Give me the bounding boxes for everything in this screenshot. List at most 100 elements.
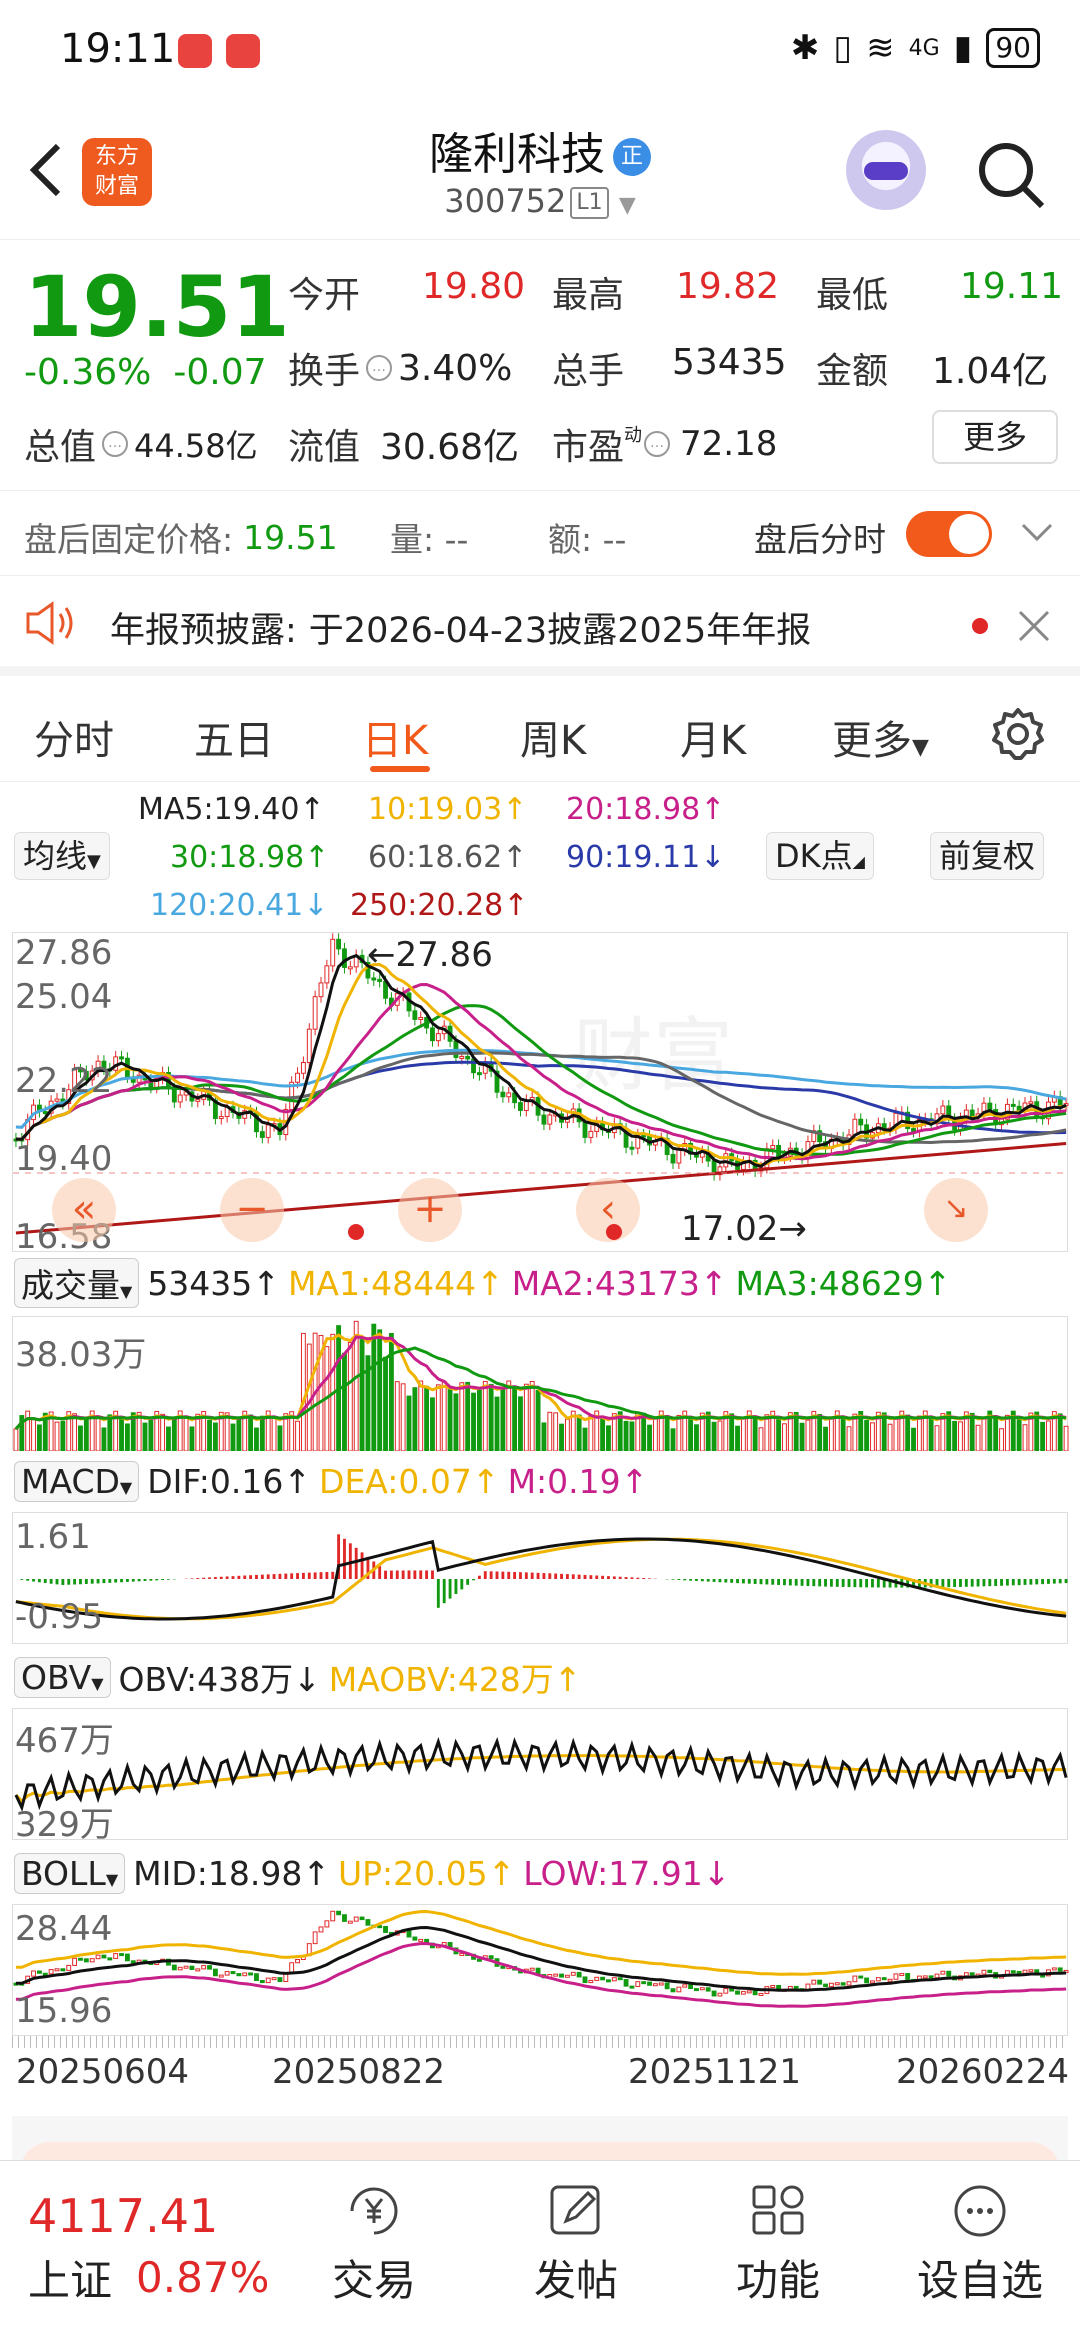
macd-bar <box>413 1570 417 1579</box>
macd-bar <box>689 1579 693 1581</box>
macd-bar <box>137 1579 141 1582</box>
candle-body <box>265 1124 271 1138</box>
boll-candle <box>688 1984 694 1990</box>
min-price-label: 17.02→ <box>681 1209 807 1249</box>
macd-bar <box>970 1579 974 1587</box>
tab-five-day[interactable]: 五日 <box>194 718 274 764</box>
notice-text: 于2026-04-23披露2025年年报 <box>308 611 812 651</box>
candle-body <box>1010 1103 1016 1107</box>
scroll-left-fast-button[interactable]: « <box>52 1178 116 1242</box>
obv-y-bottom: 329万 <box>15 1805 114 1845</box>
macd-chart[interactable]: 1.61 -0.95 <box>12 1512 1068 1644</box>
info-icon[interactable]: … <box>102 431 129 457</box>
candle-body <box>365 961 371 979</box>
ma250-label: 250:20.28↑ <box>350 888 529 923</box>
ma-selector[interactable]: 均线▼ <box>14 832 110 880</box>
tab-daily-k[interactable]: 日K <box>362 718 429 764</box>
boll-selector[interactable]: BOLL▼ <box>14 1852 126 1894</box>
boll-candle <box>60 1968 66 1972</box>
boll-candle <box>1010 1970 1016 1974</box>
notification-app-icon <box>226 34 260 68</box>
boll-candle <box>95 1954 101 1960</box>
ma120-label: 120:20.41↓ <box>150 888 329 923</box>
adjust-button[interactable]: 前复权 <box>930 832 1045 880</box>
ma30-label: 30:18.98↑ <box>170 840 330 875</box>
volume-bar <box>535 1389 541 1452</box>
back-chevron-icon[interactable] <box>26 140 66 200</box>
kline-chart[interactable]: 财富 27.86 25.04 22.22 19.40 16.58 ←27.86 … <box>12 932 1069 1257</box>
volume-bar <box>523 1383 529 1452</box>
info-icon[interactable]: … <box>644 431 671 457</box>
boll-candle <box>107 1957 113 1961</box>
nav-trade[interactable]: 交易 <box>294 2181 454 2308</box>
tab-weekly-k[interactable]: 周K <box>520 718 587 764</box>
event-marker-dot[interactable] <box>606 1224 622 1240</box>
obv-chart[interactable]: 467万 329万 <box>12 1708 1068 1845</box>
volume-selector[interactable]: 成交量▼ <box>14 1258 140 1308</box>
after-hours-toggle[interactable] <box>906 511 992 557</box>
macd-bar <box>982 1579 986 1587</box>
tab-timeshare[interactable]: 分时 <box>34 718 114 764</box>
boll-candle <box>78 1957 83 1961</box>
macd-bar <box>1017 1579 1021 1586</box>
boll-candle <box>1051 1967 1057 1971</box>
macd-dea: DEA:0.07↑ <box>319 1461 500 1501</box>
macd-selector[interactable]: MACD▼ <box>14 1460 140 1502</box>
macd-bar <box>477 1575 481 1579</box>
macd-legend: MACD▼ DIF:0.16↑ DEA:0.07↑ M:0.19↑ <box>14 1456 648 1506</box>
macd-bar <box>583 1574 587 1579</box>
candle-body <box>54 1098 60 1102</box>
tab-monthly-k[interactable]: 月K <box>680 718 747 764</box>
macd-bar <box>1058 1579 1062 1584</box>
obv-selector[interactable]: OBV▼ <box>14 1656 111 1698</box>
boll-candle <box>248 1972 254 1976</box>
macd-bar <box>571 1574 575 1579</box>
nav-post[interactable]: 发帖 <box>496 2181 656 2308</box>
boll-candle <box>295 1958 300 1964</box>
candle-body <box>259 1131 265 1138</box>
nav-add-watchlist[interactable]: 设自选 <box>900 2181 1060 2308</box>
scroll-end-button[interactable]: ↘ <box>924 1178 988 1242</box>
stock-code-row[interactable]: 300752 L1 ▼ <box>0 182 1080 220</box>
candle-body <box>101 1060 107 1070</box>
scroll-left-button[interactable]: ‹ <box>576 1178 640 1242</box>
tab-more[interactable]: 更多▼ <box>832 708 929 766</box>
zoom-in-button[interactable]: + <box>398 1178 462 1242</box>
macd-bar <box>454 1579 458 1594</box>
boll-low-line <box>15 1941 1067 2008</box>
boll-candle <box>858 1975 864 1979</box>
macd-bar <box>947 1579 951 1588</box>
nav-functions[interactable]: 功能 <box>698 2181 858 2308</box>
chevron-down-icon[interactable] <box>1020 521 1054 545</box>
macd-bar <box>501 1571 505 1579</box>
volume-bar <box>83 1417 89 1452</box>
dk-point-button[interactable]: DK点◢ <box>766 832 874 880</box>
volume-bar <box>717 1420 723 1452</box>
assistant-robot-icon[interactable] <box>846 130 926 210</box>
close-icon[interactable] <box>1016 608 1052 644</box>
ma250-line <box>15 1142 1067 1235</box>
boll-candle <box>359 1916 365 1921</box>
macd-bar <box>565 1574 569 1579</box>
settings-gear-icon[interactable] <box>990 706 1046 762</box>
pe-label: 市盈 <box>552 427 625 468</box>
macd-bar <box>859 1579 863 1588</box>
zoom-out-button[interactable]: − <box>220 1178 284 1242</box>
nav-add-watchlist-label: 设自选 <box>916 2256 1043 2305</box>
index-ticker[interactable]: 4117.41 上证 0.87% <box>28 2189 269 2308</box>
event-marker-dot[interactable] <box>348 1224 364 1240</box>
macd-bar <box>648 1578 651 1579</box>
boll-chart[interactable]: 28.44 15.96 <box>12 1904 1069 2036</box>
boll-candle <box>72 1957 78 1966</box>
macd-bar <box>290 1573 294 1579</box>
info-icon[interactable]: … <box>366 355 393 381</box>
price-change-row: -0.36% -0.07 <box>24 352 267 393</box>
volume-chart[interactable]: 38.03万 <box>12 1316 1069 1452</box>
search-icon[interactable] <box>976 140 1046 210</box>
volume-bar <box>735 1425 740 1452</box>
notice-bar[interactable]: 年报预披露: 于2026-04-23披露2025年年报 <box>0 576 1080 676</box>
macd-bar <box>630 1577 634 1579</box>
index-name: 上证 <box>28 2256 113 2305</box>
logo-text-line1: 东方 <box>94 144 139 169</box>
more-quote-button[interactable]: 更多 <box>932 410 1058 464</box>
